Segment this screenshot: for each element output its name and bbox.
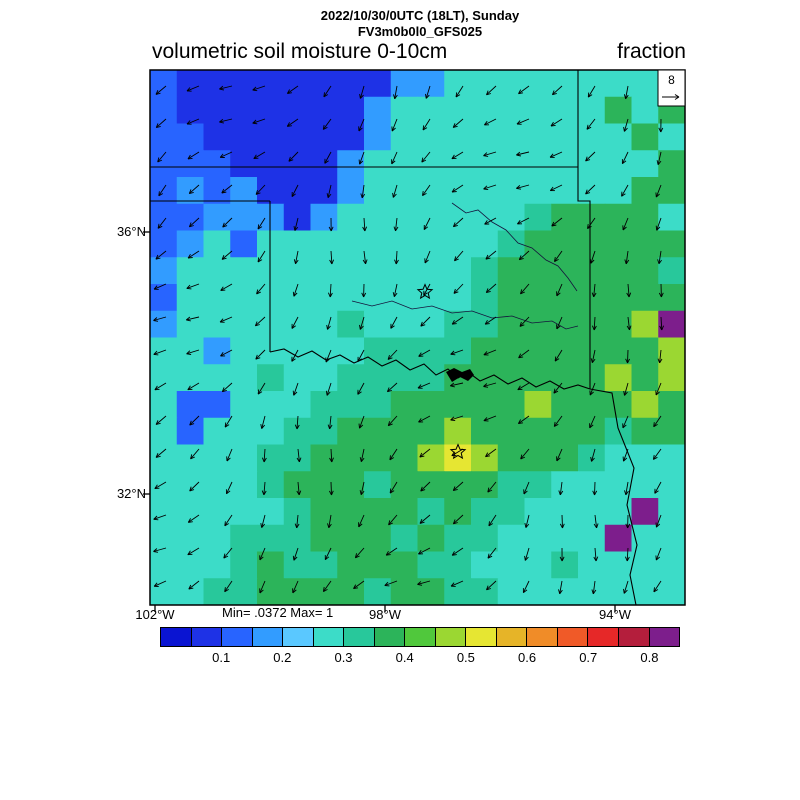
colorbar-tick-label: 0.5: [456, 650, 475, 665]
reference-vector-value: 8: [668, 73, 675, 87]
colorbar: [160, 627, 680, 647]
colorbar-segment: [495, 628, 527, 646]
colorbar-tick-label: 0.3: [334, 650, 353, 665]
units-label: fraction: [617, 40, 686, 63]
colorbar-segment: [526, 628, 557, 646]
run-datetime-title: 2022/10/30/0UTC (18LT), Sunday: [320, 8, 520, 23]
colorbar-segment: [617, 628, 649, 646]
colorbar-segment: [221, 628, 252, 646]
state-borders-layer: [150, 70, 638, 605]
lake-marker: [446, 368, 474, 382]
colorbar-segment: [648, 628, 680, 646]
lon-label: 102°W: [135, 607, 175, 622]
colorbar-tick-label: 0.8: [640, 650, 659, 665]
lat-label: 36°N: [116, 224, 146, 239]
variable-title: volumetric soil moisture 0-10cm: [152, 40, 448, 63]
minmax-stats-label: Min= .0372 Max= 1: [222, 605, 334, 620]
star-marker: [449, 443, 467, 460]
colorbar-segment: [373, 628, 405, 646]
colorbar-tick-label: 0.1: [212, 650, 231, 665]
wind-arrows-layer: [153, 85, 665, 595]
lat-label: 32°N: [116, 486, 146, 501]
lon-label: 94°W: [599, 607, 631, 622]
colorbar-tick-label: 0.7: [579, 650, 598, 665]
colorbar-segment: [312, 628, 344, 646]
colorbar-segment: [404, 628, 435, 646]
colorbar-segment: [282, 628, 313, 646]
colorbar-segment: [251, 628, 283, 646]
reference-vector-box: 8: [657, 69, 686, 107]
colorbar-segment: [190, 628, 222, 646]
moisture-cells-layer: [150, 70, 685, 605]
colorbar-segment: [434, 628, 466, 646]
colorbar-tick-label: 0.6: [518, 650, 537, 665]
colorbar-segment: [343, 628, 374, 646]
colorbar-segment: [587, 628, 618, 646]
colorbar-segment: [465, 628, 496, 646]
colorbar-tick-label: 0.2: [273, 650, 292, 665]
rivers-layer: [351, 202, 579, 330]
map-frame: [149, 69, 686, 606]
colorbar-segment: [161, 628, 191, 646]
star-marker: [416, 283, 434, 300]
lon-label: 98°W: [369, 607, 401, 622]
colorbar-tick-label: 0.4: [395, 650, 414, 665]
model-name-title: FV3m0b0l0_GFS025: [357, 24, 483, 39]
colorbar-segment: [556, 628, 588, 646]
